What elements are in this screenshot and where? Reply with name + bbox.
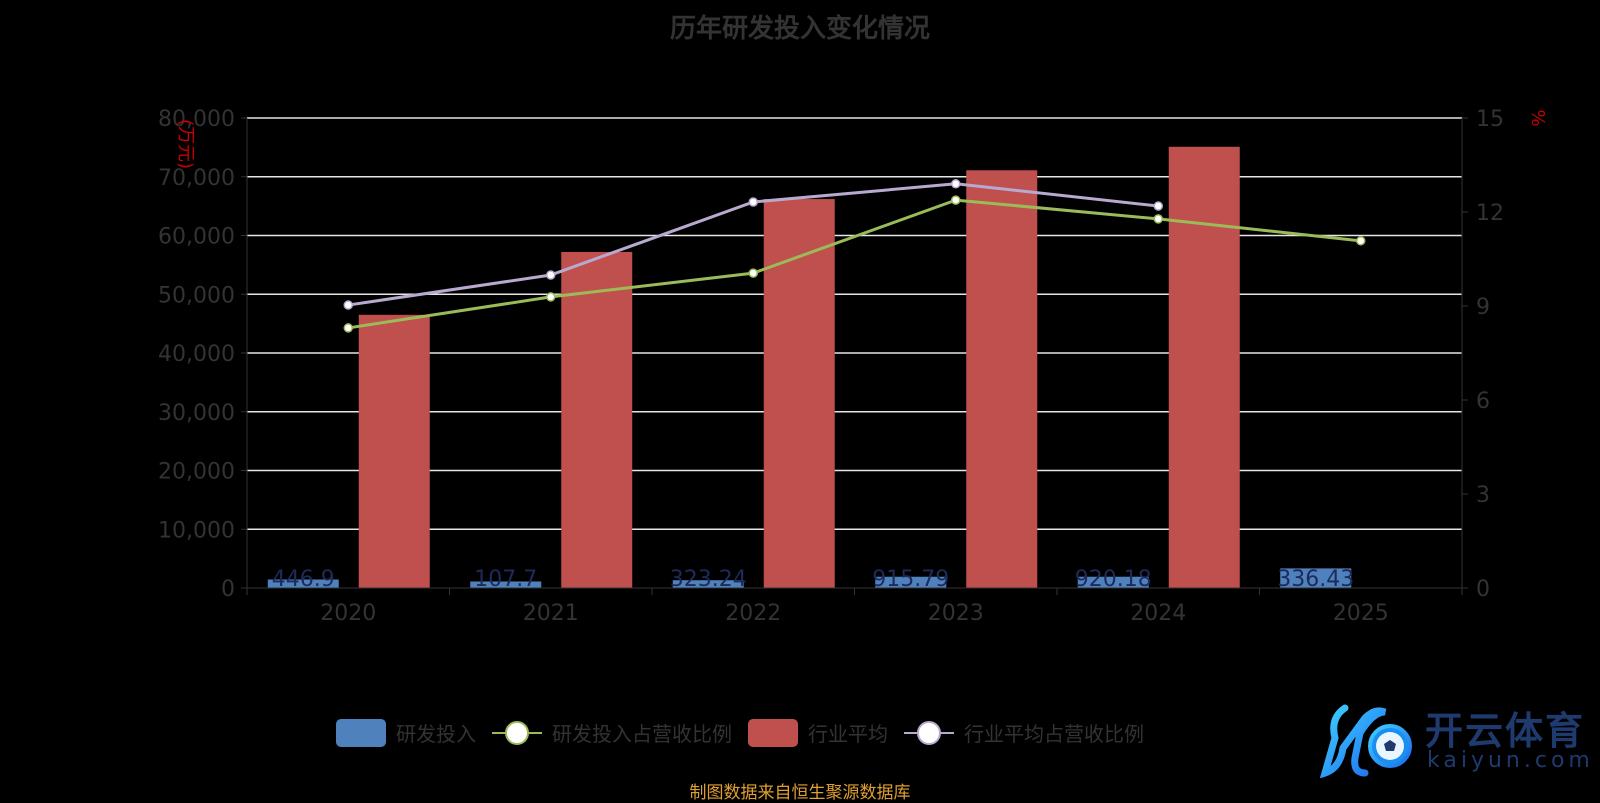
bar-rd — [875, 576, 947, 588]
left-tick-label: 10,000 — [158, 518, 235, 543]
legend-item-rd[interactable]: 研发投入 — [336, 718, 476, 747]
legend: 研发投入 研发投入占营收比例 行业平均 行业平均占营收比例 — [336, 718, 1160, 747]
legend-swatch — [904, 719, 954, 747]
legend-item-industry[interactable]: 行业平均 — [748, 718, 888, 747]
legend-item-rd-ratio[interactable]: 研发投入占营收比例 — [492, 718, 732, 747]
x-tick-label: 2020 — [320, 601, 376, 626]
bar-rd — [672, 580, 744, 588]
x-tick-label: 2021 — [523, 601, 579, 626]
x-tick-label: 2024 — [1130, 601, 1186, 626]
legend-label: 行业平均占营收比例 — [964, 722, 1144, 746]
left-tick-label: 60,000 — [158, 225, 235, 250]
x-tick-label: 2025 — [1333, 601, 1389, 626]
logo-url: kaiyun.com — [1427, 748, 1594, 773]
bar-rd — [470, 581, 542, 588]
legend-swatch — [492, 719, 542, 747]
right-tick-label: 3 — [1476, 483, 1490, 508]
left-tick-label: 0 — [221, 577, 235, 602]
left-axis-label: (万元) — [175, 119, 196, 169]
bar-rd — [1077, 576, 1149, 588]
left-tick-label: 40,000 — [158, 342, 235, 367]
logo-k-icon — [1319, 704, 1412, 779]
bar-industry — [358, 314, 430, 588]
line-point — [748, 197, 758, 207]
line-point — [951, 195, 961, 205]
legend-swatch — [336, 718, 386, 747]
right-tick-label: 6 — [1476, 389, 1490, 414]
legend-label: 行业平均 — [808, 722, 888, 746]
line-point — [951, 179, 961, 189]
left-tick-label: 50,000 — [158, 283, 235, 308]
legend-swatch — [748, 718, 798, 747]
legend-label: 研发投入占营收比例 — [552, 722, 732, 746]
kaiyun-logo: 开云体育 kaiyun.com — [1315, 698, 1590, 779]
data-source: 制图数据来自恒生聚源数据库 — [689, 783, 911, 803]
right-axis-label: % — [1527, 109, 1548, 126]
legend-label: 研发投入 — [396, 722, 476, 746]
line-point — [546, 270, 556, 280]
line-point — [343, 323, 353, 333]
line-point — [1153, 214, 1163, 224]
bar-industry — [561, 251, 633, 588]
left-tick-label: 30,000 — [158, 401, 235, 426]
left-tick-label: 20,000 — [158, 460, 235, 485]
right-tick-label: 0 — [1476, 577, 1490, 602]
right-tick-label: 12 — [1476, 201, 1504, 226]
chart-title: 历年研发投入变化情况 — [669, 14, 930, 44]
line-point — [343, 300, 353, 310]
x-tick-label: 2023 — [928, 601, 984, 626]
line-point — [1356, 236, 1366, 246]
right-tick-label: 15 — [1476, 107, 1504, 132]
right-tick-label: 9 — [1476, 295, 1490, 320]
line-point — [748, 268, 758, 278]
x-tick-label: 2022 — [725, 601, 781, 626]
line-point — [1153, 201, 1163, 211]
left-tick-label: 80,000 — [158, 107, 235, 132]
bar-rd — [1280, 568, 1352, 588]
bar-industry — [1168, 146, 1240, 588]
line-series-rd-ratio — [348, 198, 1361, 330]
bar-industry — [966, 170, 1038, 588]
bar-rd — [267, 579, 339, 588]
logo-text: 开云体育 — [1425, 709, 1586, 753]
left-tick-label: 70,000 — [158, 166, 235, 191]
legend-item-industry-ratio[interactable]: 行业平均占营收比例 — [904, 718, 1144, 747]
line-point — [546, 292, 556, 302]
